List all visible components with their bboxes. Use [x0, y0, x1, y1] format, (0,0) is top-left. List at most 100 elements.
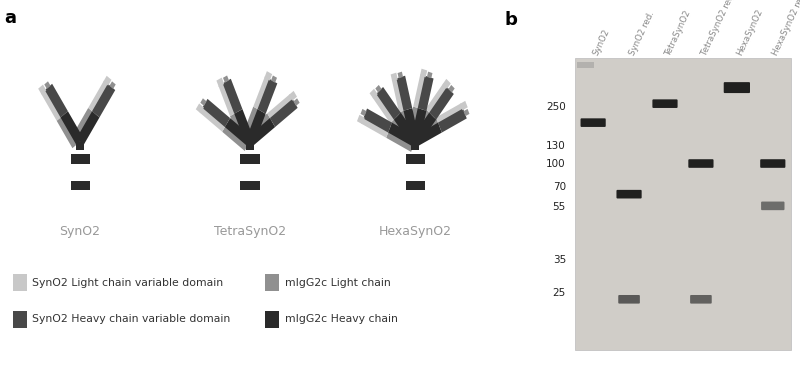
Polygon shape: [363, 108, 392, 132]
Polygon shape: [225, 118, 253, 146]
Polygon shape: [399, 110, 414, 145]
Polygon shape: [390, 73, 398, 81]
Polygon shape: [258, 79, 278, 114]
Text: 70: 70: [553, 182, 566, 192]
FancyBboxPatch shape: [652, 99, 678, 108]
Polygon shape: [411, 142, 414, 150]
FancyBboxPatch shape: [690, 295, 712, 304]
Text: 35: 35: [553, 255, 566, 265]
Polygon shape: [386, 129, 414, 152]
Polygon shape: [76, 111, 99, 145]
Polygon shape: [414, 74, 428, 109]
Bar: [13, 274, 26, 291]
Polygon shape: [103, 76, 111, 86]
Polygon shape: [202, 99, 230, 127]
Polygon shape: [70, 181, 90, 191]
Bar: [265, 311, 279, 328]
Text: mIgG2c Heavy chain: mIgG2c Heavy chain: [285, 314, 398, 324]
Polygon shape: [200, 98, 206, 106]
Polygon shape: [270, 99, 298, 127]
Polygon shape: [223, 76, 229, 83]
Polygon shape: [70, 154, 90, 164]
Text: 250: 250: [546, 101, 566, 112]
Text: TetraSynO2 red.: TetraSynO2 red.: [699, 0, 737, 57]
FancyBboxPatch shape: [724, 82, 750, 93]
FancyBboxPatch shape: [581, 118, 606, 127]
Text: HexaSynO2: HexaSynO2: [378, 225, 451, 238]
Polygon shape: [388, 123, 417, 147]
Bar: [575, 58, 790, 350]
Polygon shape: [73, 108, 94, 141]
Polygon shape: [394, 112, 418, 145]
Polygon shape: [448, 85, 454, 93]
Polygon shape: [397, 76, 412, 111]
Polygon shape: [230, 112, 249, 146]
Polygon shape: [376, 87, 401, 120]
Polygon shape: [246, 142, 250, 150]
Polygon shape: [460, 101, 468, 110]
Polygon shape: [357, 115, 365, 124]
Polygon shape: [427, 72, 433, 78]
Text: TetraSynO2: TetraSynO2: [214, 225, 286, 238]
Polygon shape: [222, 124, 249, 151]
Polygon shape: [196, 103, 204, 114]
Polygon shape: [265, 71, 272, 81]
Polygon shape: [41, 88, 63, 121]
Text: 100: 100: [546, 158, 566, 169]
Polygon shape: [44, 81, 50, 89]
Text: SynO2: SynO2: [591, 27, 612, 57]
Polygon shape: [271, 76, 277, 83]
Text: 25: 25: [553, 288, 566, 299]
Polygon shape: [426, 83, 449, 115]
Polygon shape: [222, 79, 242, 114]
Polygon shape: [242, 107, 260, 141]
Polygon shape: [403, 108, 419, 143]
Polygon shape: [246, 109, 266, 144]
Polygon shape: [392, 78, 406, 112]
Polygon shape: [57, 115, 78, 148]
FancyBboxPatch shape: [760, 159, 786, 168]
Polygon shape: [398, 72, 403, 78]
Polygon shape: [406, 107, 421, 141]
FancyBboxPatch shape: [618, 295, 640, 304]
Polygon shape: [442, 79, 451, 89]
Polygon shape: [438, 108, 466, 132]
Polygon shape: [110, 81, 116, 89]
Text: SynO2 Light chain variable domain: SynO2 Light chain variable domain: [33, 278, 224, 288]
Polygon shape: [200, 105, 226, 132]
Polygon shape: [418, 76, 434, 111]
Polygon shape: [88, 81, 110, 113]
Text: SynO2: SynO2: [59, 225, 101, 238]
Polygon shape: [408, 109, 431, 141]
FancyBboxPatch shape: [688, 159, 714, 168]
Text: SynO2 red.: SynO2 red.: [627, 9, 656, 57]
FancyBboxPatch shape: [617, 190, 642, 199]
Polygon shape: [406, 154, 425, 164]
Text: a: a: [4, 9, 16, 27]
Polygon shape: [241, 154, 259, 164]
Polygon shape: [361, 109, 366, 116]
Polygon shape: [362, 115, 390, 138]
Text: HexaSynO2 red.: HexaSynO2 red.: [771, 0, 800, 57]
Text: mIgG2c Light chain: mIgG2c Light chain: [285, 278, 390, 288]
Polygon shape: [410, 108, 426, 143]
Polygon shape: [375, 85, 382, 93]
Polygon shape: [267, 94, 294, 121]
Text: TetraSynO2: TetraSynO2: [663, 8, 693, 57]
Text: 55: 55: [553, 202, 566, 212]
Polygon shape: [411, 118, 439, 140]
Polygon shape: [294, 98, 300, 106]
Polygon shape: [247, 118, 275, 146]
Polygon shape: [413, 123, 442, 147]
Polygon shape: [45, 84, 68, 118]
Polygon shape: [411, 112, 436, 145]
Polygon shape: [77, 142, 79, 150]
Text: HexaSynO2: HexaSynO2: [735, 7, 765, 57]
Polygon shape: [430, 87, 454, 120]
Polygon shape: [250, 142, 254, 150]
Text: b: b: [504, 11, 517, 29]
FancyBboxPatch shape: [761, 201, 785, 210]
Bar: [265, 274, 279, 291]
Polygon shape: [436, 103, 464, 126]
Polygon shape: [420, 69, 427, 77]
